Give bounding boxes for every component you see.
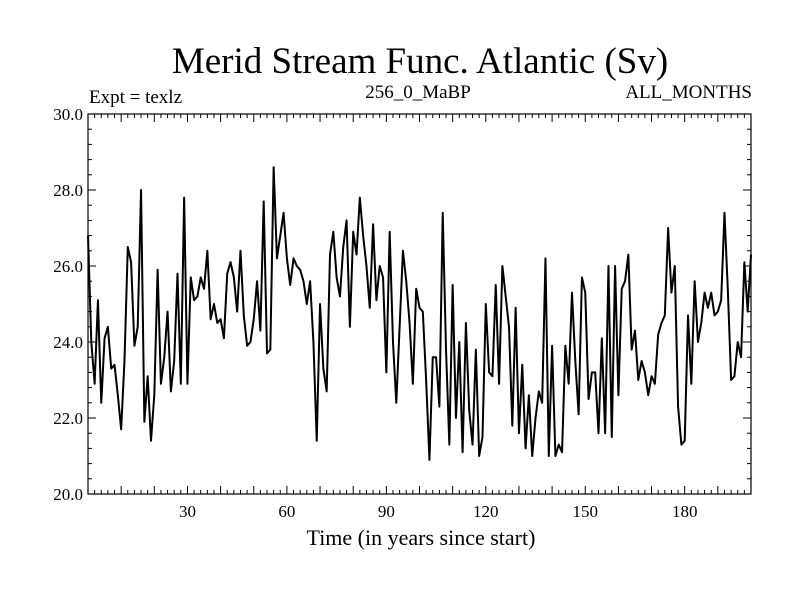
x-tick-label: 150 (573, 502, 599, 521)
y-tick-label: 22.0 (53, 409, 83, 428)
y-tick-label: 28.0 (53, 181, 83, 200)
subtitle-months: ALL_MONTHS (625, 82, 752, 103)
x-tick-label: 180 (672, 502, 698, 521)
x-axis-label: Time (in years since start) (307, 525, 536, 550)
x-tick-label: 30 (179, 502, 196, 521)
chart-title: Merid Stream Func. Atlantic (Sv) (172, 41, 668, 82)
y-tick-label: 26.0 (53, 257, 83, 276)
plot-frame (87, 113, 752, 495)
series-line (87, 166, 752, 461)
x-tick-label: 60 (278, 502, 295, 521)
subtitle-period: 256_0_MaBP (365, 82, 471, 103)
series-layer (87, 166, 752, 461)
subtitle-experiment: Expt = texlz (89, 87, 182, 108)
x-tick-label: 120 (473, 502, 499, 521)
y-tick-label: 24.0 (53, 333, 83, 352)
y-tick-label: 30.0 (53, 105, 83, 124)
x-tick-label: 90 (378, 502, 395, 521)
axis-ticks: 30 60 90 120 150 180 20.0 22.0 24.0 26.0 28.0 30.0 (53, 105, 751, 521)
y-tick-label: 20.0 (53, 485, 83, 504)
